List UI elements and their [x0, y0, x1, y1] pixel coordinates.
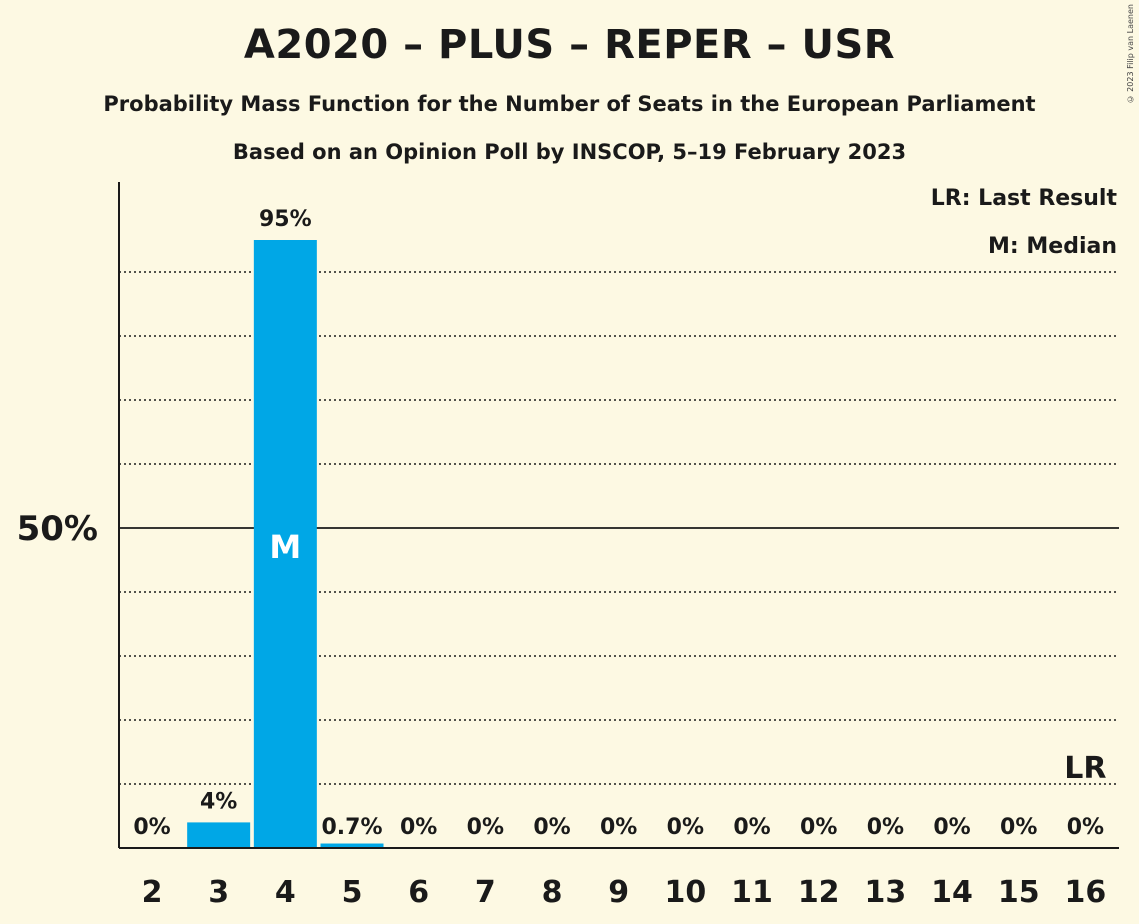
chart-subtitle: Probability Mass Function for the Number…: [103, 92, 1036, 116]
x-tick-label: 10: [664, 875, 706, 910]
data-label: 0%: [467, 815, 504, 840]
data-label: 0%: [533, 815, 570, 840]
x-tick-label: 9: [608, 875, 629, 910]
chart-source-note: Based on an Opinion Poll by INSCOP, 5–19…: [232, 140, 907, 164]
legend-last-result: LR: Last Result: [930, 186, 1117, 211]
bar: [320, 843, 384, 848]
y-tick-label: 50%: [17, 509, 98, 549]
x-tick-label: 7: [475, 875, 496, 910]
x-tick-label: 4: [275, 875, 296, 910]
x-tick-label: 15: [998, 875, 1040, 910]
bar: [187, 822, 251, 848]
data-label: 0%: [933, 815, 970, 840]
x-tick-label: 8: [542, 875, 563, 910]
x-tick-label: 12: [798, 875, 840, 910]
data-label: 4%: [200, 789, 237, 814]
x-tick-label: 11: [731, 875, 773, 910]
data-label: 0%: [800, 815, 837, 840]
x-tick-label: 5: [342, 875, 363, 910]
legend-median: M: Median: [988, 234, 1117, 259]
data-label: 0%: [667, 815, 704, 840]
data-label: 0%: [400, 815, 437, 840]
data-label: 0%: [600, 815, 637, 840]
data-label: 0%: [867, 815, 904, 840]
data-label: 0%: [133, 815, 170, 840]
x-tick-label: 16: [1065, 875, 1107, 910]
x-tick-label: 3: [208, 875, 229, 910]
last-result-marker: LR: [1064, 751, 1106, 786]
data-label: 0%: [733, 815, 770, 840]
x-tick-label: 2: [142, 875, 163, 910]
data-label: 0%: [1067, 815, 1104, 840]
data-label: 0%: [1000, 815, 1037, 840]
median-marker: M: [269, 528, 301, 566]
x-tick-label: 6: [408, 875, 429, 910]
data-label: 0.7%: [322, 815, 383, 840]
chart-title: A2020 – PLUS – REPER – USR: [243, 22, 896, 68]
x-tick-label: 13: [864, 875, 906, 910]
data-label: 95%: [259, 207, 312, 232]
bar: [253, 240, 317, 848]
x-tick-label: 14: [931, 875, 973, 910]
